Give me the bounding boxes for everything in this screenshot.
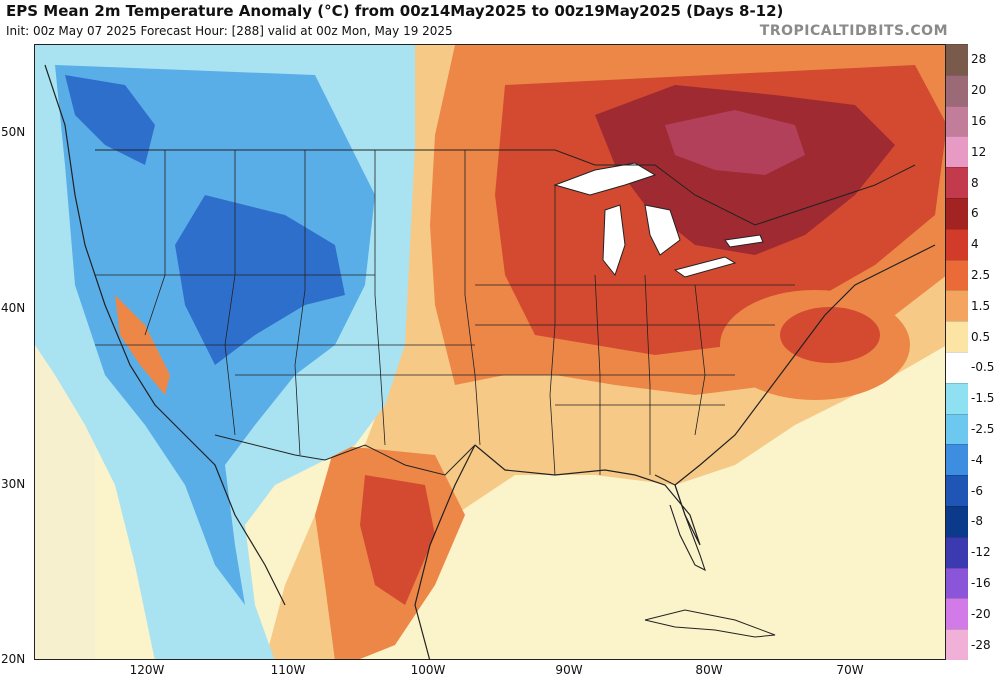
colorbar-swatch xyxy=(946,136,968,168)
colorbar-label: -12 xyxy=(971,545,991,560)
colorbar-label: 8 xyxy=(971,175,979,190)
colorbar-swatch xyxy=(946,198,968,229)
colorbar-swatch xyxy=(946,567,968,599)
us-mexico-border xyxy=(214,434,476,476)
lake-huron xyxy=(644,204,681,256)
mexico-gulf-coastline xyxy=(414,444,476,659)
colorbar-label: -0.5 xyxy=(971,360,995,375)
cool-strong-region-north xyxy=(65,75,155,165)
colorbar-label: -20 xyxy=(971,606,991,621)
anomaly-colorbar: 28 20 16 12 8 6 4 2.5 1.5 0.5 -0.5 -1.5 -2.5 -4 -6 -8 -1… xyxy=(946,44,1000,660)
us-canada-border xyxy=(95,149,916,226)
latitude-label-40n: 40N xyxy=(1,301,26,315)
colorbar-label: 0.5 xyxy=(971,329,991,344)
colorbar-label: 2.5 xyxy=(971,268,991,282)
lake-michigan xyxy=(602,204,626,277)
longitude-label-100w: 100W xyxy=(410,663,446,677)
map-subtitle: Init: 00z May 07 2025 Forecast Hour: [28… xyxy=(6,24,453,38)
colorbar-label: -4 xyxy=(971,452,983,467)
florida-outline xyxy=(654,474,706,572)
colorbar-swatch xyxy=(946,74,968,106)
lake-ontario xyxy=(724,234,764,248)
colorbar-label: 1.5 xyxy=(971,298,991,313)
longitude-label-110w: 110W xyxy=(270,663,306,677)
warm-peak-region xyxy=(665,110,805,175)
colorbar-swatch xyxy=(946,382,968,414)
map-canvas xyxy=(35,45,945,659)
latitude-label-20n: 20N xyxy=(1,652,26,666)
atlantic-warm-core xyxy=(780,307,880,363)
colorbar-swatch xyxy=(946,105,968,137)
colorbar-swatch xyxy=(946,444,968,476)
colorbar-label: -1.5 xyxy=(971,391,995,406)
colorbar-swatch xyxy=(946,475,968,506)
longitude-label-90w: 90W xyxy=(555,663,583,677)
colorbar-swatch xyxy=(946,44,968,75)
colorbar-swatch xyxy=(946,228,968,260)
colorbar-label: -6 xyxy=(971,483,983,498)
latitude-label-50n: 50N xyxy=(1,125,26,139)
colorbar-label: 20 xyxy=(971,83,987,98)
lake-superior xyxy=(553,162,657,196)
state-boundaries xyxy=(95,150,795,476)
colorbar-swatch xyxy=(946,167,968,198)
colorbar-swatch xyxy=(946,290,968,322)
colorbar-label: 4 xyxy=(971,237,979,252)
mexico-warm-core xyxy=(360,475,435,605)
longitude-label-120w: 120W xyxy=(129,663,165,677)
colorbar-swatch xyxy=(946,259,968,291)
colorbar-swatch xyxy=(946,598,968,630)
latitude-label-30n: 30N xyxy=(1,477,26,491)
temperature-anomaly-map xyxy=(34,44,946,660)
colorbar-swatch xyxy=(946,506,968,537)
colorbar-swatch xyxy=(946,321,968,352)
colorbar-label: 28 xyxy=(971,52,987,67)
cool-strong-region xyxy=(175,195,345,365)
longitude-label-70w: 70W xyxy=(836,663,864,677)
colorbar-swatch xyxy=(946,352,968,383)
colorbar-label: -16 xyxy=(971,576,991,590)
colorbar-label: -2.5 xyxy=(971,422,995,436)
lake-erie xyxy=(673,256,737,278)
colorbar-label: -28 xyxy=(971,637,991,652)
colorbar-label: 12 xyxy=(971,144,987,159)
colorbar-swatch xyxy=(946,629,968,660)
brand-watermark: TROPICALTIDBITS.COM xyxy=(759,23,948,39)
colorbar-swatch xyxy=(946,536,968,568)
pacific-coastline xyxy=(44,64,286,606)
colorbar-label: 6 xyxy=(971,206,979,221)
map-title: EPS Mean 2m Temperature Anomaly (°C) fro… xyxy=(6,2,784,20)
colorbar-label: -8 xyxy=(971,514,983,529)
colorbar-swatch xyxy=(946,413,968,445)
colorbar-label: 16 xyxy=(971,114,987,128)
longitude-label-80w: 80W xyxy=(695,663,723,677)
cuba-outline xyxy=(644,609,776,638)
